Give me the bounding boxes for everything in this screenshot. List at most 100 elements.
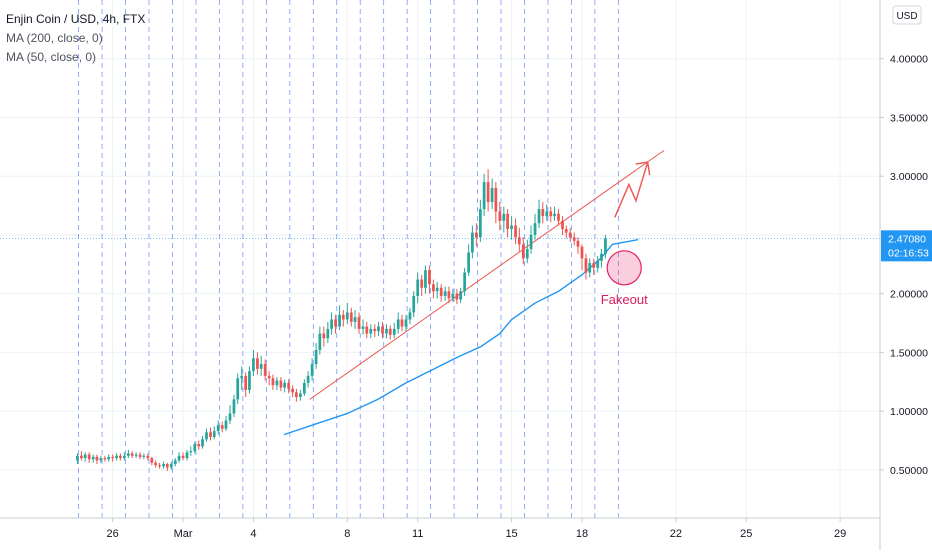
candle	[291, 385, 294, 398]
ma200-indicator-label[interactable]: MA (200, close, 0)	[6, 31, 103, 45]
candle	[576, 237, 580, 254]
candle-body	[80, 455, 83, 459]
candle	[228, 405, 232, 425]
candle-body	[271, 378, 275, 386]
candle	[443, 286, 447, 301]
candle	[357, 312, 361, 334]
candle	[400, 314, 404, 332]
candle	[220, 421, 224, 433]
candle-body	[502, 213, 506, 221]
fakeout-label: Fakeout	[601, 292, 648, 307]
candle-body	[126, 453, 130, 456]
ma50-indicator-label[interactable]: MA (50, close, 0)	[6, 50, 97, 64]
candle-body	[353, 317, 357, 322]
support-trendline	[309, 149, 665, 400]
candle-body	[475, 232, 478, 238]
candle	[404, 314, 408, 332]
candle	[361, 319, 365, 335]
candle	[138, 452, 142, 460]
candle-body	[326, 328, 330, 339]
candle-body	[318, 333, 322, 351]
candle-body	[396, 319, 400, 329]
candle-body	[506, 213, 509, 230]
fakeout-circle	[606, 250, 642, 286]
candle	[596, 256, 600, 273]
candle	[392, 323, 396, 339]
candle	[490, 178, 494, 210]
candle	[201, 435, 204, 449]
candle	[252, 350, 255, 376]
candle	[435, 281, 439, 299]
candle-body	[443, 291, 447, 296]
candle-body	[420, 279, 424, 288]
time-tick-label: 4	[250, 528, 256, 540]
candle-body	[181, 455, 185, 459]
candle-body	[224, 420, 228, 429]
candle	[158, 462, 161, 469]
candle	[99, 455, 103, 463]
candle-body	[568, 232, 572, 238]
candle-body	[138, 454, 142, 457]
candle-body	[392, 328, 396, 335]
candle-body	[256, 358, 259, 369]
candle	[326, 321, 330, 343]
candle	[76, 453, 79, 464]
candle-body	[107, 456, 111, 460]
candle-body	[299, 393, 302, 398]
candle-body	[103, 458, 107, 460]
candle-body	[306, 375, 310, 383]
candle-body	[404, 319, 408, 327]
candle	[424, 265, 427, 294]
candle-body	[385, 328, 388, 334]
candle-body	[517, 237, 521, 245]
candle	[353, 310, 357, 329]
candle	[525, 239, 529, 264]
candle	[103, 455, 107, 462]
ma50-line	[283, 238, 639, 436]
candle	[279, 377, 283, 392]
candle-body	[169, 463, 173, 468]
candle	[83, 452, 87, 462]
candle-body	[91, 456, 95, 460]
candle-body	[521, 244, 525, 259]
candle	[592, 258, 596, 275]
candle	[545, 204, 549, 221]
candle	[334, 314, 337, 334]
candle-body	[592, 263, 596, 268]
price-tick-label: 2.00000	[890, 289, 928, 301]
candle-body	[95, 456, 99, 461]
candle-body	[424, 270, 427, 288]
candle	[240, 366, 244, 390]
candle	[295, 388, 298, 402]
candle-body	[576, 240, 580, 247]
candle-body	[338, 314, 341, 327]
candle	[549, 206, 553, 222]
currency-button[interactable]: USD	[892, 5, 922, 25]
price-tick-label: 3.50000	[890, 112, 928, 124]
candle	[154, 460, 157, 468]
candle-body	[345, 312, 349, 320]
candle	[302, 379, 306, 396]
candle	[482, 173, 486, 217]
candle	[263, 359, 267, 381]
candle-body	[471, 232, 474, 253]
candle-body	[314, 350, 318, 365]
candle	[338, 305, 341, 331]
candle-body	[604, 238, 607, 254]
candle	[80, 451, 83, 461]
candle-body	[341, 314, 345, 320]
candle-body	[533, 223, 537, 235]
candle-body	[197, 444, 201, 447]
candle	[533, 213, 537, 240]
candle	[236, 373, 240, 405]
candle	[381, 321, 384, 339]
candle	[529, 225, 533, 254]
candle-body	[209, 432, 212, 437]
candle-body	[381, 326, 384, 334]
candle	[244, 372, 248, 398]
candle-body	[248, 371, 251, 390]
candle-body	[459, 291, 463, 300]
candle	[209, 427, 212, 441]
